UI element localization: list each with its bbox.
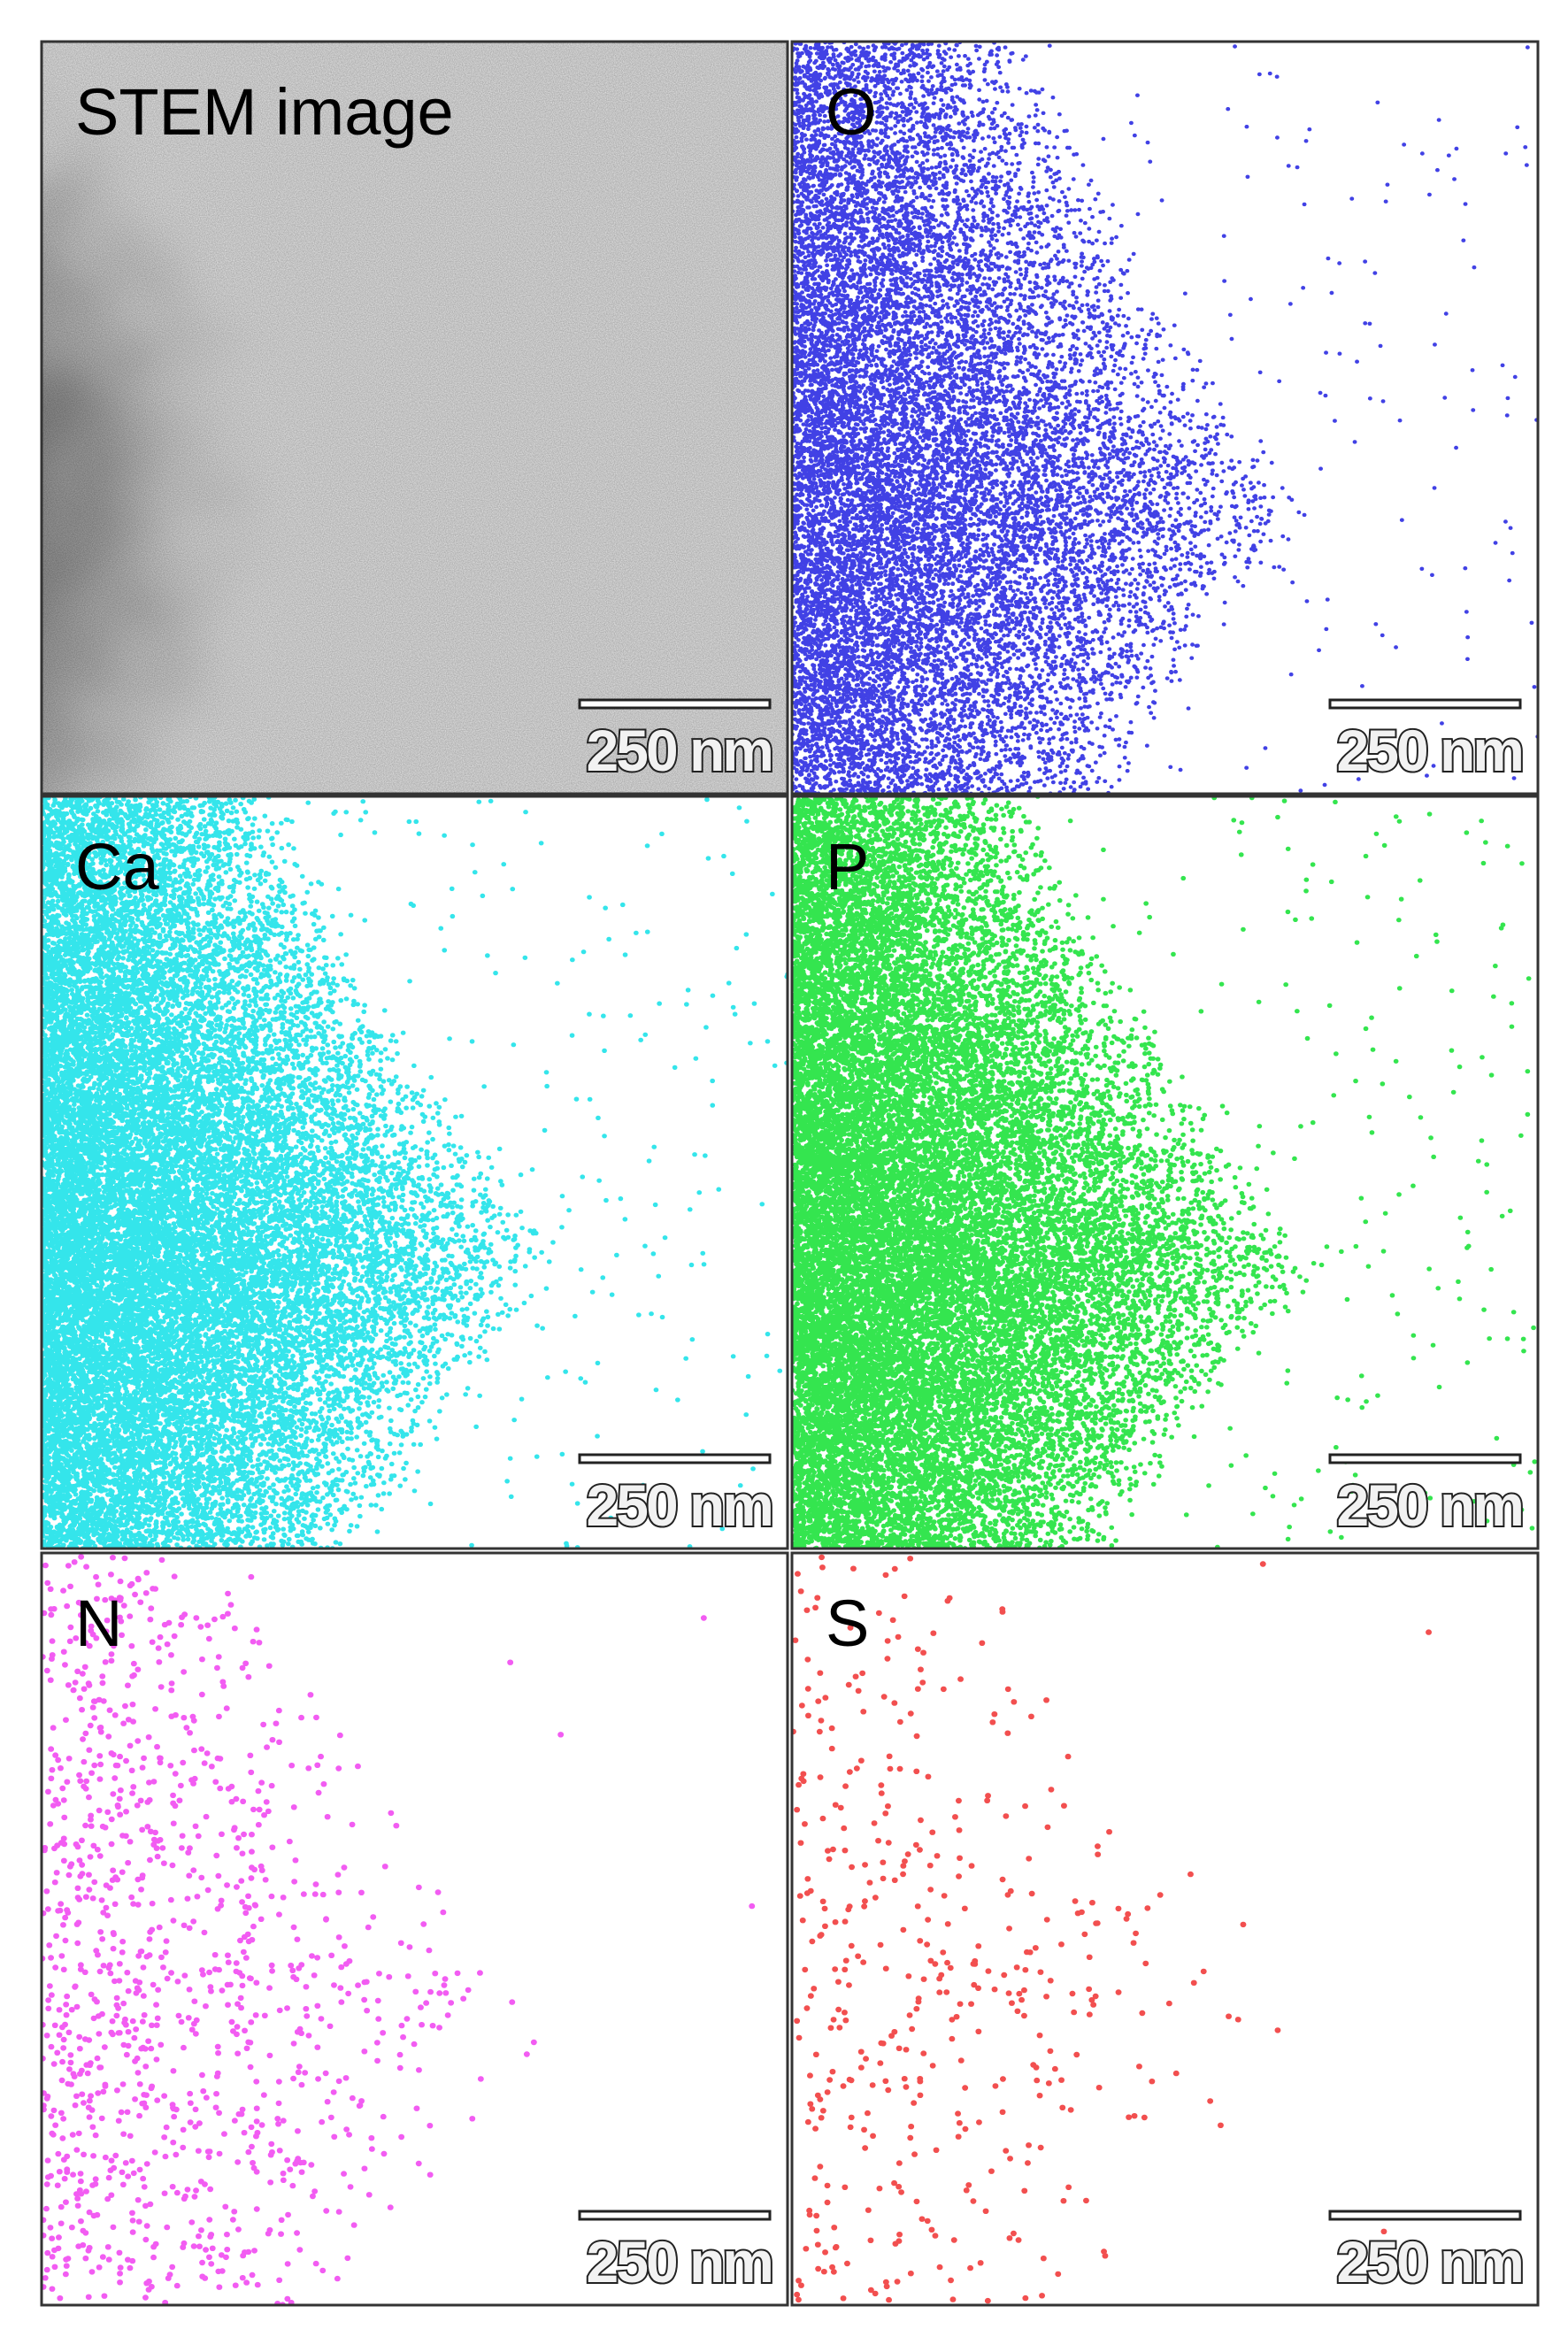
panel-label: N — [75, 1587, 122, 1660]
panel: O 250 nm — [792, 42, 1538, 794]
stem-noise — [42, 42, 788, 794]
element-map-dots — [792, 796, 1538, 1549]
panel: N 250 nm — [42, 1553, 788, 2305]
scale-bar — [578, 698, 772, 710]
panel-label: STEM image — [75, 75, 454, 149]
scale-bar — [1328, 2210, 1522, 2221]
panel-border — [40, 795, 789, 1550]
scale-bar-label: 250 nm — [587, 718, 772, 783]
element-map-dots — [792, 42, 1538, 794]
scale-bar-label: 250 nm — [1337, 1472, 1522, 1538]
element-map-dots — [42, 1554, 756, 2305]
scale-bar — [578, 1453, 772, 1464]
panel-label: O — [826, 75, 877, 149]
scale-bar — [1328, 1453, 1522, 1464]
scale-bar — [1328, 698, 1522, 710]
panel: STEM image 250 nm — [42, 42, 788, 794]
panel-label: Ca — [75, 830, 159, 903]
panel-border — [790, 40, 1540, 796]
panel-border — [790, 1551, 1540, 2307]
panel: S 250 nm — [792, 1553, 1538, 2305]
panel-label: P — [826, 830, 869, 903]
panel: Ca 250 nm — [42, 796, 788, 1549]
element-map-dots — [792, 1554, 1432, 2304]
panel-border — [40, 40, 789, 796]
map-background — [792, 1553, 1538, 2305]
scale-bar — [578, 2210, 772, 2221]
panel-border — [790, 795, 1540, 1550]
scale-bar-label: 250 nm — [587, 1472, 772, 1538]
scale-bar-label: 250 nm — [1337, 2229, 1522, 2294]
panel-border — [40, 1551, 789, 2307]
scale-bar-label: 250 nm — [1337, 718, 1522, 783]
scale-bar-label: 250 nm — [587, 2229, 772, 2294]
panel-label: S — [826, 1587, 869, 1660]
map-background — [42, 1553, 788, 2305]
panel: P 250 nm — [792, 796, 1538, 1549]
